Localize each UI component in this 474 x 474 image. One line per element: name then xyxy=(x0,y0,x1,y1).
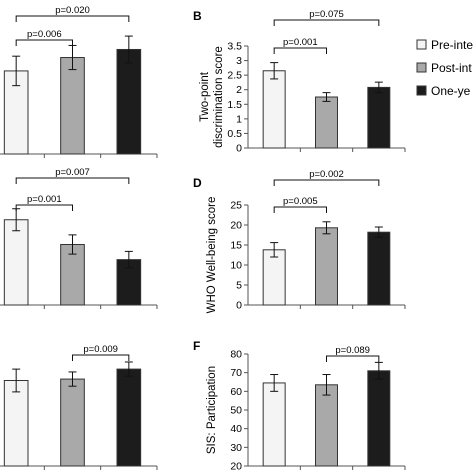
bar xyxy=(262,249,286,306)
y-tick-label: 0.5 xyxy=(227,128,242,140)
y-tick-label: 50 xyxy=(230,405,242,417)
y-tick-label: 10 xyxy=(230,260,242,272)
bar xyxy=(367,86,391,149)
y-tick-label: 1 xyxy=(236,113,242,125)
y-axis-label-line: WHO Well-being score xyxy=(206,197,218,314)
significance-bracket xyxy=(326,355,380,362)
bar xyxy=(116,368,142,467)
y-tick-label: 40 xyxy=(230,423,242,435)
bar xyxy=(3,380,29,467)
panel-d: 0 5 10 15 20 25 p=0.002 p=0.005 D WHO Well-being … xyxy=(193,169,406,314)
y-tick-label: 25 xyxy=(230,200,242,212)
significance-bracket xyxy=(273,179,380,186)
p-value-label: p=0.009 xyxy=(83,344,118,355)
y-axis-label-line: SIS: Participation xyxy=(206,366,218,454)
significance-bracket xyxy=(273,19,380,26)
legend-swatch-post xyxy=(416,62,427,73)
p-value-label: p=0.007 xyxy=(55,167,90,178)
panel-letter: F xyxy=(193,339,200,353)
y-tick-label: 1.5 xyxy=(227,99,242,111)
y-axis-label: WHO Well-being score xyxy=(206,197,218,314)
panel-a: p=0.020 p=0.006 xyxy=(0,5,158,158)
panel-f: 20 30 40 50 60 70 80 p=0.089 F SIS: Participation xyxy=(193,339,406,473)
y-axis-label: Two-point discrimination score xyxy=(199,46,225,148)
significance-bracket xyxy=(273,206,327,213)
panel-letter: D xyxy=(193,176,202,190)
legend-label-one-year: One-ye xyxy=(431,84,471,98)
y-axis-label-line: discrimination score xyxy=(213,46,225,148)
legend-swatch-pre xyxy=(416,39,427,50)
significance-bracket xyxy=(15,39,73,46)
bar xyxy=(262,70,286,149)
y-tick-label: 3.5 xyxy=(227,41,242,53)
panels: p=0.020 p=0.006 0 0.5 1 1.5 2 2.5 3 3.5 p=0.075 p=0… xyxy=(0,5,406,473)
significance-bracket xyxy=(15,177,130,184)
legend-label-pre: Pre-inte xyxy=(431,38,473,52)
y-tick-label: 2 xyxy=(236,84,242,96)
p-value-label: p=0.089 xyxy=(335,345,370,356)
y-tick-label: 3 xyxy=(236,55,242,67)
significance-bracket xyxy=(15,15,130,22)
legend-label-post: Post-int xyxy=(431,61,472,75)
y-tick-label: 5 xyxy=(236,280,242,292)
p-value-label: p=0.005 xyxy=(283,196,318,207)
p-value-label: p=0.001 xyxy=(283,37,318,48)
legend: Pre-inte Post-int One-ye xyxy=(416,38,473,98)
y-axis-label-line: Two-point xyxy=(199,71,211,122)
panel-b: 0 0.5 1 1.5 2 2.5 3 3.5 p=0.075 p=0.001 B Two-point… xyxy=(193,9,406,155)
y-axis-label: SIS: Participation xyxy=(206,366,218,454)
y-tick-label: 15 xyxy=(230,240,242,252)
panel-e: p=0.009 xyxy=(0,344,158,470)
bar xyxy=(315,96,338,149)
y-tick-label: 70 xyxy=(230,367,242,379)
bar xyxy=(315,227,338,306)
p-value-label: p=0.020 xyxy=(55,5,90,16)
panel-letter: B xyxy=(193,9,202,23)
y-tick-label: 20 xyxy=(230,220,242,232)
y-tick-label: 2.5 xyxy=(227,70,242,82)
p-value-label: p=0.002 xyxy=(309,169,344,180)
bar xyxy=(367,370,391,467)
y-tick-label: 20 xyxy=(230,461,242,473)
bar xyxy=(262,382,286,467)
y-tick-label: 0 xyxy=(236,143,242,155)
bar xyxy=(116,48,142,155)
p-value-label: p=0.075 xyxy=(309,9,344,20)
bar xyxy=(60,57,85,155)
y-tick-label: 0 xyxy=(236,300,242,312)
panel-c: p=0.007 p=0.001 xyxy=(0,167,158,309)
y-tick-label: 30 xyxy=(230,442,242,454)
significance-bracket xyxy=(15,204,73,211)
significance-bracket xyxy=(72,354,130,361)
legend-swatch-one-year xyxy=(416,85,427,96)
p-value-label: p=0.006 xyxy=(27,29,62,40)
p-value-label: p=0.001 xyxy=(27,194,62,205)
significance-bracket xyxy=(273,47,327,54)
bar xyxy=(3,219,29,306)
bar xyxy=(367,231,391,306)
bar xyxy=(315,384,338,467)
bar xyxy=(60,378,85,467)
y-tick-label: 60 xyxy=(230,386,242,398)
y-tick-label: 80 xyxy=(230,349,242,361)
